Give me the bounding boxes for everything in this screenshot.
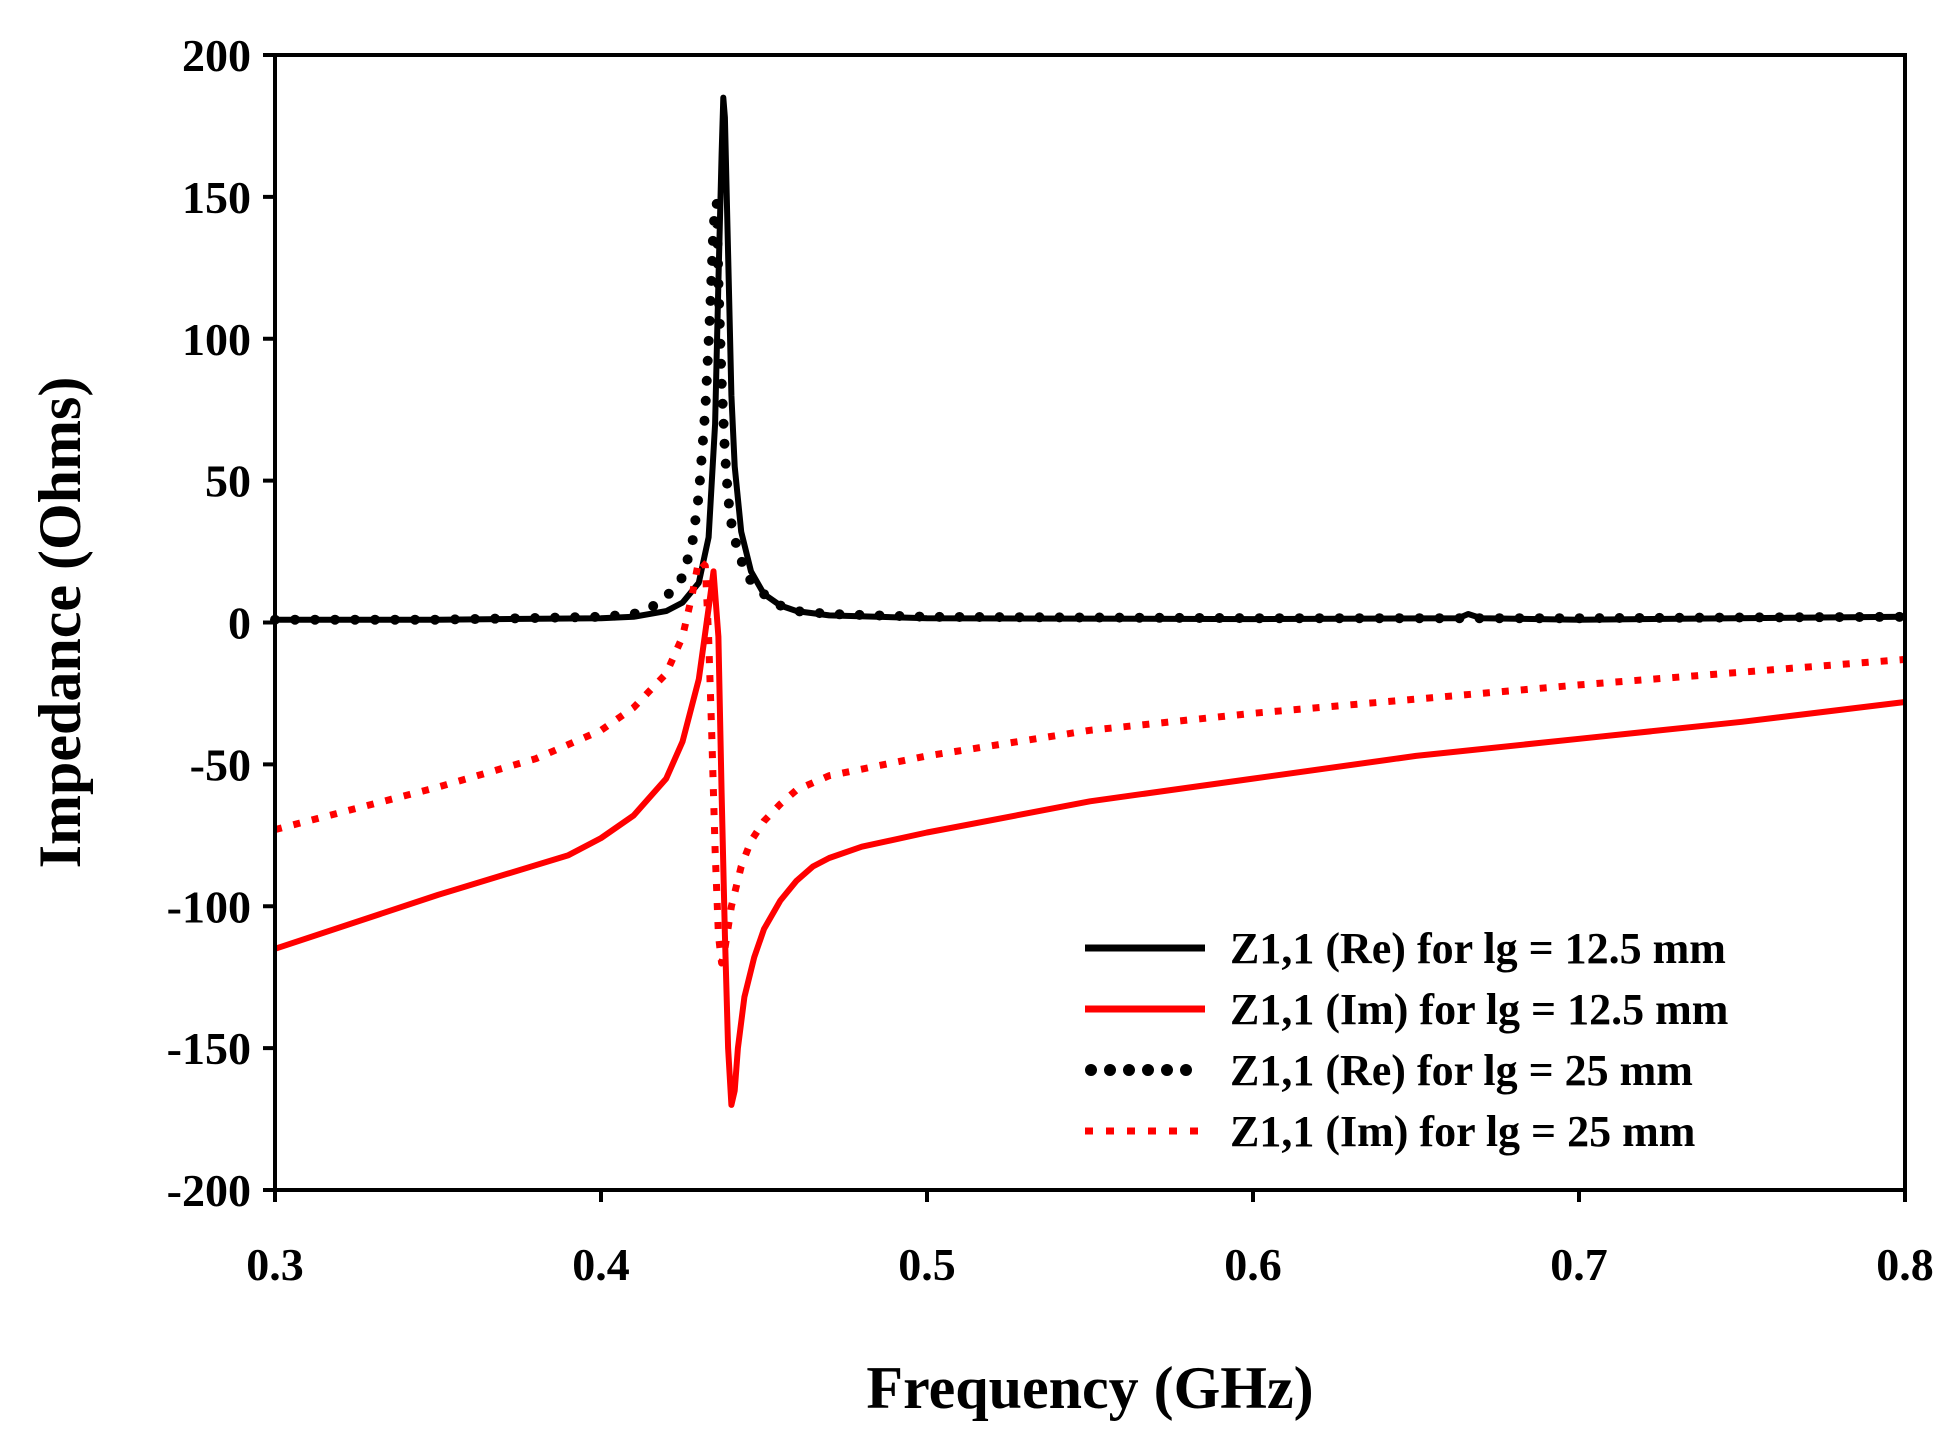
series-layer [270, 94, 1910, 1108]
series-line-2 [274, 568, 1906, 1108]
x-tick-label: 0.7 [1550, 1239, 1608, 1290]
y-tick-label: 0 [228, 598, 251, 649]
x-tick-label: 0.5 [898, 1239, 956, 1290]
legend-label-2: Z1,1 (Im) for lg = 12.5 mm [1230, 985, 1728, 1034]
y-tick-label: -50 [190, 739, 251, 790]
y-tick-label: 200 [182, 30, 251, 81]
y-tick-label: 50 [205, 456, 251, 507]
legend: Z1,1 (Re) for lg = 12.5 mm Z1,1 (Im) for … [1085, 924, 1728, 1156]
x-axis-title: Frequency (GHz) [866, 1355, 1313, 1421]
series-line-4 [274, 556, 1906, 967]
y-tick-label: 100 [182, 314, 251, 365]
y-tick-label: -150 [167, 1023, 251, 1074]
x-tick-label: 0.8 [1876, 1239, 1934, 1290]
ticks-layer: 200 150 100 50 0 -50 -100 -150 -200 0.3 0.4 0.5 0.6 0… [167, 30, 1934, 1290]
x-tick-label: 0.3 [246, 1239, 304, 1290]
legend-label-3: Z1,1 (Re) for lg = 25 mm [1230, 1046, 1693, 1095]
legend-label-1: Z1,1 (Re) for lg = 12.5 mm [1230, 924, 1726, 973]
legend-label-4: Z1,1 (Im) for lg = 25 mm [1230, 1107, 1695, 1156]
y-tick-label: -200 [167, 1165, 251, 1216]
x-tick-label: 0.6 [1224, 1239, 1282, 1290]
y-axis-title: Impedance (Ohms) [27, 377, 93, 869]
y-tick-label: 150 [182, 172, 251, 223]
y-tick-label: -100 [167, 881, 251, 932]
x-tick-label: 0.4 [572, 1239, 630, 1290]
